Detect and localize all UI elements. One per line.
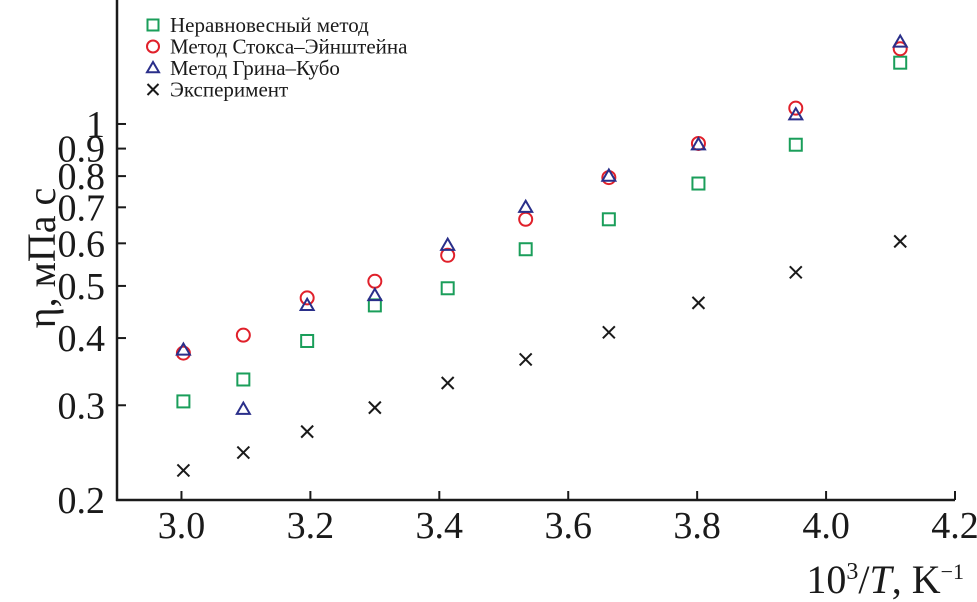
x-tick-label: 3.4 [416,505,464,547]
triangle-point [600,167,618,182]
y-tick-label: 1 [86,104,105,146]
circle-point [518,211,534,227]
circle-point [892,41,908,57]
y-tick-label: 0.2 [58,480,106,522]
legend-marker-square [146,18,160,32]
y-tick-label: 0.4 [58,318,106,360]
square-point [518,242,533,257]
markers [175,33,909,478]
triangle-point [366,286,384,302]
circle-point [440,247,456,263]
x-tick-label: 4.0 [802,505,850,547]
y-tick-label: 0.7 [58,187,106,229]
x-axis-label: 103/T, K−1 [806,557,964,602]
triangle-point [787,106,805,121]
square-point [236,372,251,387]
axes [115,0,955,502]
legend-label: Метод Грина–Кубо [170,56,340,80]
cross-point [300,424,314,439]
square-point [691,176,706,191]
x-tick-label: 4.2 [931,505,977,547]
triangle-point [690,136,707,151]
cross-point [518,352,533,367]
square-point [601,212,616,227]
x-tick-label: 3.0 [158,505,206,547]
triangle-point [175,341,192,356]
triangle-point [235,400,252,415]
square-point [300,333,315,348]
cross-point [893,234,907,249]
circle-point [235,327,251,343]
x-tick-label: 3.2 [287,505,335,547]
ticks: 3.0 3.2 3.4 3.6 3.8 4.0 4.20.20.30.40.50.60.70… [58,104,977,547]
cross-point [789,265,803,280]
triangle-point [298,296,316,312]
legend-marker-cross [146,83,160,96]
circle-point [367,273,383,289]
y-tick-label: 0.6 [58,223,106,265]
y-tick-label: 0.5 [58,266,106,308]
cross-point [176,463,191,478]
triangle-point [439,236,456,251]
square-point [440,281,455,296]
cross-point [236,445,251,460]
y-tick-label: 0.3 [58,385,106,427]
circle-point [788,100,804,116]
cross-point [602,325,616,339]
legend-label: Эксперимент [170,78,288,102]
cross-point [691,296,706,310]
circle-point [299,290,315,306]
legend-label: Метод Стокса–Эйнштейна [170,35,408,59]
y-tick-label: 0.9 [58,129,106,171]
x-tick-label: 3.8 [673,505,721,547]
legend-marker-circle [146,39,160,54]
y-tick-label: 0.8 [58,156,106,198]
triangle-point [891,33,909,48]
square-point [176,394,191,409]
cross-point [440,376,455,390]
cross-point [368,400,382,415]
square-point [893,55,908,70]
legend-marker-triangle [145,59,161,74]
legend-label: Неравновесный метод [170,13,369,37]
square-point [788,137,803,152]
x-tick-label: 3.6 [544,505,592,547]
square-point [367,298,382,313]
triangle-point [517,198,534,213]
y-axis-label: η, мПа с [19,188,64,329]
